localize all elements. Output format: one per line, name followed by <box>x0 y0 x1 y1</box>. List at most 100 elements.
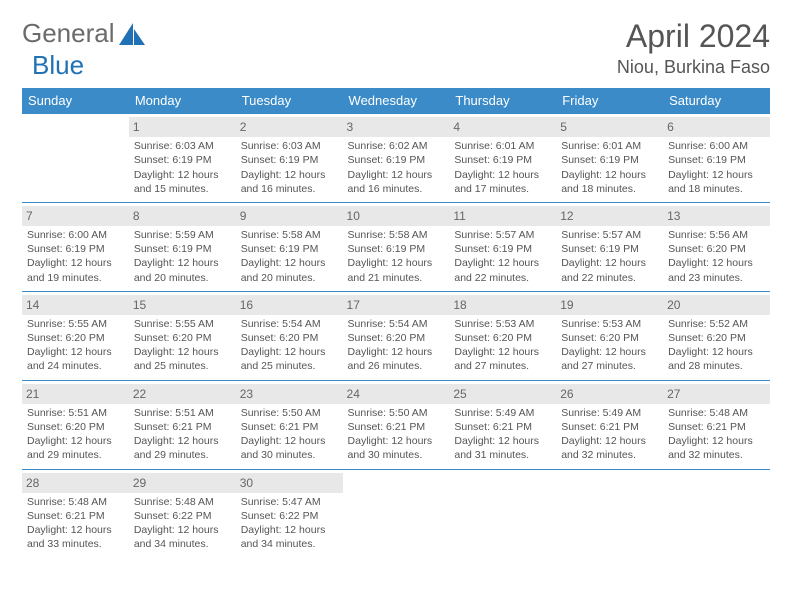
dow-tuesday: Tuesday <box>236 88 343 114</box>
daylight-text: Daylight: 12 hours and 21 minutes. <box>348 256 445 284</box>
daylight-text: Daylight: 12 hours and 29 minutes. <box>27 434 124 462</box>
calendar-week-row: 7Sunrise: 6:00 AMSunset: 6:19 PMDaylight… <box>22 202 770 291</box>
calendar-cell: 7Sunrise: 6:00 AMSunset: 6:19 PMDaylight… <box>22 202 129 291</box>
calendar-cell: 8Sunrise: 5:59 AMSunset: 6:19 PMDaylight… <box>129 202 236 291</box>
calendar-cell: 3Sunrise: 6:02 AMSunset: 6:19 PMDaylight… <box>343 114 450 203</box>
daylight-text: Daylight: 12 hours and 27 minutes. <box>454 345 551 373</box>
calendar-cell: 27Sunrise: 5:48 AMSunset: 6:21 PMDayligh… <box>663 380 770 469</box>
calendar-cell: 26Sunrise: 5:49 AMSunset: 6:21 PMDayligh… <box>556 380 663 469</box>
day-number: 18 <box>449 295 556 315</box>
sunset-text: Sunset: 6:20 PM <box>27 420 124 434</box>
daylight-text: Daylight: 12 hours and 27 minutes. <box>561 345 658 373</box>
calendar-cell: 1Sunrise: 6:03 AMSunset: 6:19 PMDaylight… <box>129 114 236 203</box>
location-text: Niou, Burkina Faso <box>617 57 770 78</box>
sunset-text: Sunset: 6:19 PM <box>561 153 658 167</box>
daylight-text: Daylight: 12 hours and 30 minutes. <box>241 434 338 462</box>
calendar-cell: 18 Sunrise: 5:53 AMSunset: 6:20 PMDayligh… <box>449 291 556 380</box>
calendar-cell: 19Sunrise: 5:53 AMSunset: 6:20 PMDayligh… <box>556 291 663 380</box>
sunrise-text: Sunrise: 6:00 AM <box>27 228 124 242</box>
sunset-text: Sunset: 6:22 PM <box>241 509 338 523</box>
sunset-text: Sunset: 6:20 PM <box>561 331 658 345</box>
sail-icon <box>119 23 147 45</box>
sunset-text: Sunset: 6:19 PM <box>134 242 231 256</box>
daylight-text: Daylight: 12 hours and 28 minutes. <box>668 345 765 373</box>
sunrise-text: Sunrise: 5:48 AM <box>27 495 124 509</box>
sunrise-text: Sunrise: 6:03 AM <box>241 139 338 153</box>
day-number: 24 <box>343 384 450 404</box>
calendar-cell: 11Sunrise: 5:57 AMSunset: 6:19 PMDayligh… <box>449 202 556 291</box>
sunrise-text: Sunrise: 5:48 AM <box>668 406 765 420</box>
calendar-cell: 14Sunrise: 5:55 AMSunset: 6:20 PMDayligh… <box>22 291 129 380</box>
sunset-text: Sunset: 6:19 PM <box>241 153 338 167</box>
daylight-text: Daylight: 12 hours and 32 minutes. <box>668 434 765 462</box>
sunrise-text: Sunrise: 6:01 AM <box>561 139 658 153</box>
month-title: April 2024 <box>617 18 770 55</box>
sunrise-text: Sunrise: 5:48 AM <box>134 495 231 509</box>
sunset-text: Sunset: 6:20 PM <box>27 331 124 345</box>
sunset-text: Sunset: 6:19 PM <box>454 242 551 256</box>
day-number: 17 <box>343 295 450 315</box>
day-number: 7 <box>22 206 129 226</box>
calendar-table: Sunday Monday Tuesday Wednesday Thursday… <box>22 88 770 557</box>
calendar-cell: 4Sunrise: 6:01 AMSunset: 6:19 PMDaylight… <box>449 114 556 203</box>
day-number: 6 <box>663 117 770 137</box>
sunrise-text: Sunrise: 5:49 AM <box>454 406 551 420</box>
calendar-cell: 15Sunrise: 5:55 AMSunset: 6:20 PMDayligh… <box>129 291 236 380</box>
sunrise-text: Sunrise: 5:50 AM <box>241 406 338 420</box>
calendar-cell: 9Sunrise: 5:58 AMSunset: 6:19 PMDaylight… <box>236 202 343 291</box>
sunset-text: Sunset: 6:19 PM <box>348 153 445 167</box>
day-number: 30 <box>236 473 343 493</box>
sunset-text: Sunset: 6:21 PM <box>454 420 551 434</box>
daylight-text: Daylight: 12 hours and 34 minutes. <box>134 523 231 551</box>
sunrise-text: Sunrise: 5:57 AM <box>561 228 658 242</box>
sunrise-text: Sunrise: 5:47 AM <box>241 495 338 509</box>
calendar-cell: 21 Sunrise: 5:51 AMSunset: 6:20 PMDayligh… <box>22 380 129 469</box>
daylight-text: Daylight: 12 hours and 34 minutes. <box>241 523 338 551</box>
daylight-text: Daylight: 12 hours and 15 minutes. <box>134 168 231 196</box>
title-block: April 2024 Niou, Burkina Faso <box>617 18 770 78</box>
sunrise-text: Sunrise: 5:56 AM <box>668 228 765 242</box>
sunset-text: Sunset: 6:19 PM <box>668 153 765 167</box>
calendar-cell <box>556 469 663 557</box>
calendar-cell: 25Sunrise: 5:49 AMSunset: 6:21 PMDayligh… <box>449 380 556 469</box>
day-number: 3 <box>343 117 450 137</box>
sunset-text: Sunset: 6:21 PM <box>348 420 445 434</box>
daylight-text: Daylight: 12 hours and 16 minutes. <box>241 168 338 196</box>
day-number: 8 <box>129 206 236 226</box>
sunrise-text: Sunrise: 5:57 AM <box>454 228 551 242</box>
dow-thursday: Thursday <box>449 88 556 114</box>
sunset-text: Sunset: 6:20 PM <box>668 331 765 345</box>
daylight-text: Daylight: 12 hours and 32 minutes. <box>561 434 658 462</box>
daylight-text: Daylight: 12 hours and 20 minutes. <box>134 256 231 284</box>
day-number: 1 <box>129 117 236 137</box>
sunset-text: Sunset: 6:20 PM <box>454 331 551 345</box>
day-number: 12 <box>556 206 663 226</box>
day-number: 21 <box>22 384 129 404</box>
sunset-text: Sunset: 6:20 PM <box>241 331 338 345</box>
day-number: 14 <box>22 295 129 315</box>
dow-saturday: Saturday <box>663 88 770 114</box>
day-number: 5 <box>556 117 663 137</box>
sunset-text: Sunset: 6:20 PM <box>668 242 765 256</box>
sunset-text: Sunset: 6:19 PM <box>134 153 231 167</box>
sunset-text: Sunset: 6:19 PM <box>561 242 658 256</box>
day-number: 23 <box>236 384 343 404</box>
day-number: 4 <box>449 117 556 137</box>
day-number: 16 <box>236 295 343 315</box>
sunrise-text: Sunrise: 5:54 AM <box>241 317 338 331</box>
calendar-cell: 6Sunrise: 6:00 AMSunset: 6:19 PMDaylight… <box>663 114 770 203</box>
calendar-week-row: 28Sunrise: 5:48 AMSunset: 6:21 PMDayligh… <box>22 469 770 557</box>
sunrise-text: Sunrise: 5:54 AM <box>348 317 445 331</box>
day-number: 2 <box>236 117 343 137</box>
calendar-cell: 22Sunrise: 5:51 AMSunset: 6:21 PMDayligh… <box>129 380 236 469</box>
daylight-text: Daylight: 12 hours and 19 minutes. <box>27 256 124 284</box>
sunrise-text: Sunrise: 5:53 AM <box>454 317 551 331</box>
sunrise-text: Sunrise: 5:51 AM <box>27 406 124 420</box>
daylight-text: Daylight: 12 hours and 26 minutes. <box>348 345 445 373</box>
calendar-cell: 5Sunrise: 6:01 AMSunset: 6:19 PMDaylight… <box>556 114 663 203</box>
daylight-text: Daylight: 12 hours and 22 minutes. <box>454 256 551 284</box>
sunrise-text: Sunrise: 5:50 AM <box>348 406 445 420</box>
daylight-text: Daylight: 12 hours and 23 minutes. <box>668 256 765 284</box>
sunrise-text: Sunrise: 6:02 AM <box>348 139 445 153</box>
daylight-text: Daylight: 12 hours and 29 minutes. <box>134 434 231 462</box>
